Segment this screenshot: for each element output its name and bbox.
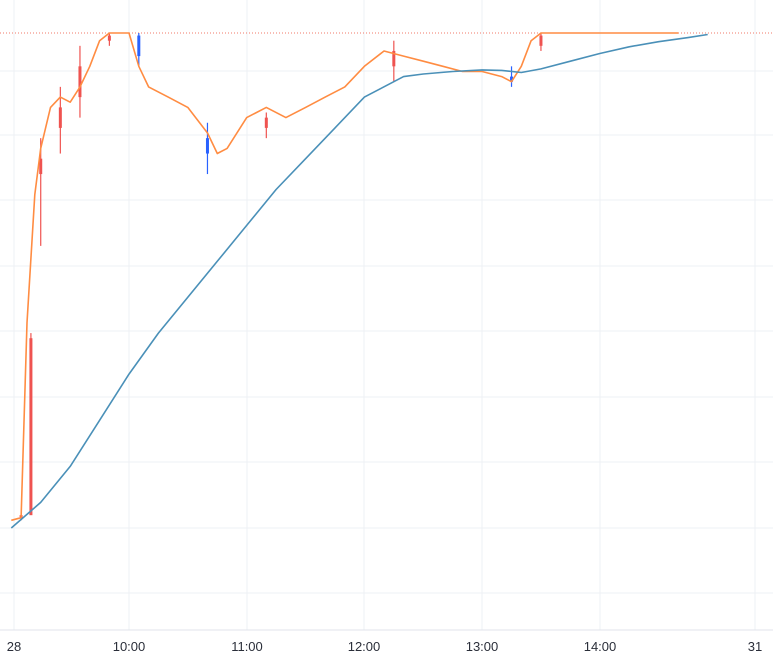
fast-line [11,32,679,522]
candle-body [29,338,33,516]
candle-body [510,76,514,82]
candle-body [205,138,209,154]
candle-body [392,50,396,67]
candle-body [39,158,43,175]
x-tick-label: 28 [7,639,21,654]
x-tick-label: 13:00 [466,639,499,654]
candlestick-series [19,33,543,521]
grid-lines [0,0,773,630]
candle-body [137,35,141,57]
x-tick-label: 11:00 [231,639,263,654]
candle-body [78,66,82,98]
candle-body [58,107,62,128]
x-tick-label: 31 [748,639,762,654]
x-tick-label: 14:00 [584,639,617,654]
moving-average-lines [10,32,708,529]
time-axis: 28 10:00 11:00 12:00 13:00 14:00 31 [0,629,773,654]
candle-body [107,35,111,41]
candle-body [539,35,543,46]
slow-line [10,33,708,529]
x-tick-label: 12:00 [348,639,381,654]
candle-body [264,117,268,128]
x-tick-label: 10:00 [113,639,146,654]
